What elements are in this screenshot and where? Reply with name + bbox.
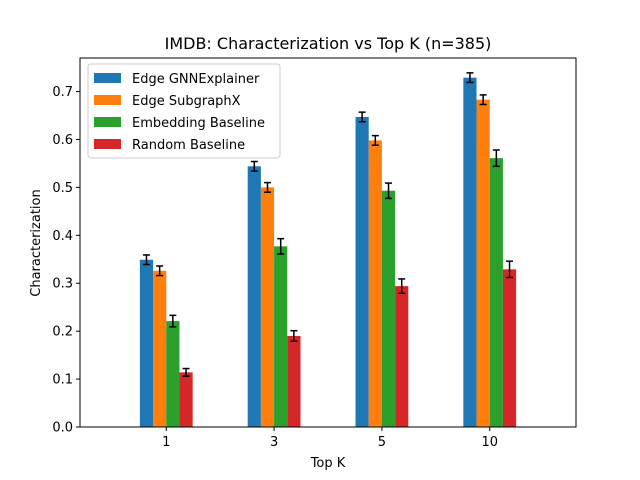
bar [179,372,193,427]
legend-entry: Random Baseline [132,138,245,153]
x-tick-label: 1 [162,435,170,450]
y-tick-label: 0.6 [52,133,73,148]
bar [368,140,382,428]
y-tick-label: 0.1 [52,373,73,388]
legend: Edge GNNExplainer Edge SubgraphX Embedding… [87,63,281,159]
y-tick-label: 0.7 [52,85,73,100]
bar [395,286,409,427]
x-tick-label: 5 [378,435,386,450]
legend-swatch [94,95,121,105]
bar [274,246,288,427]
legend-swatch [94,73,121,83]
y-tick-label: 0.0 [52,421,73,436]
y-tick-label: 0.3 [52,277,73,292]
bar [489,158,503,427]
y-axis-label: Characterization [29,189,44,297]
y-tick-label: 0.4 [52,229,73,244]
bar [476,99,490,428]
legend-swatch [94,117,121,127]
x-axis-label: Top K [310,456,346,471]
x-tick-label: 10 [481,435,498,450]
bar [287,335,301,427]
plot-area: 0.0 0.1 0.2 0.3 0.4 0.5 0.6 0.7 1 3 5 10 [52,57,577,450]
x-tick-label: 3 [270,435,278,450]
bar [502,269,517,427]
legend-swatch [94,139,121,149]
bar [260,187,275,427]
bar [166,321,180,427]
legend-entry: Edge SubgraphX [132,94,241,109]
bar [247,166,261,427]
bar [355,116,369,427]
legend-entry: Edge GNNExplainer [132,72,260,87]
y-tick-label: 0.2 [52,325,73,340]
chart-title: IMDB: Characterization vs Top K (n=385) [165,34,492,53]
plot-frame [79,57,577,428]
bar [463,77,477,428]
bar [139,259,154,427]
legend-box [87,63,281,159]
bar [153,270,167,427]
legend-entry: Embedding Baseline [132,116,265,131]
y-tick-label: 0.5 [52,181,73,196]
bar [381,190,396,427]
